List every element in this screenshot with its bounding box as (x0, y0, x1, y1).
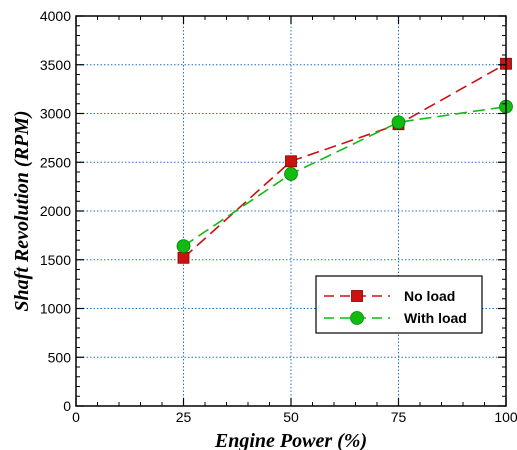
y-axis-title: Shaft Revolution (RPM) (11, 110, 33, 311)
data-point-circle (391, 115, 406, 130)
data-point-square (177, 251, 190, 264)
y-tick-label: 1000 (40, 301, 71, 317)
y-tick-label: 4000 (40, 8, 71, 24)
x-tick-label: 50 (283, 409, 299, 425)
y-tick-label: 500 (48, 349, 72, 365)
y-tick-label: 2500 (40, 154, 71, 170)
legend-box (315, 275, 483, 334)
x-tick-label: 100 (494, 409, 517, 425)
grid (76, 16, 506, 406)
x-tick-label: 25 (176, 409, 192, 425)
series-layer (176, 57, 513, 264)
x-tick-label: 75 (391, 409, 407, 425)
y-tick-label: 2000 (40, 203, 71, 219)
data-point-circle (176, 239, 191, 254)
y-tick-label: 1500 (40, 252, 71, 268)
data-point-circle (284, 167, 298, 181)
legend-marker-circle (350, 311, 364, 325)
y-tick-label: 3500 (40, 57, 71, 73)
ticks: 0 25 50 75 100050010001500200025003000350040… (40, 8, 517, 425)
data-point-square (285, 155, 297, 168)
legend-label: No load (404, 288, 455, 304)
series-line-1 (183, 105, 507, 247)
y-tick-label: 0 (63, 398, 71, 414)
x-tick-label: 0 (72, 409, 80, 425)
series-line-0 (182, 63, 507, 259)
legend-marker-square (351, 290, 363, 302)
y-tick-label: 3000 (40, 106, 71, 122)
legend: No load With load (315, 275, 483, 334)
legend-label: With load (404, 310, 467, 326)
x-axis-title: Engine Power (%) (214, 430, 367, 450)
